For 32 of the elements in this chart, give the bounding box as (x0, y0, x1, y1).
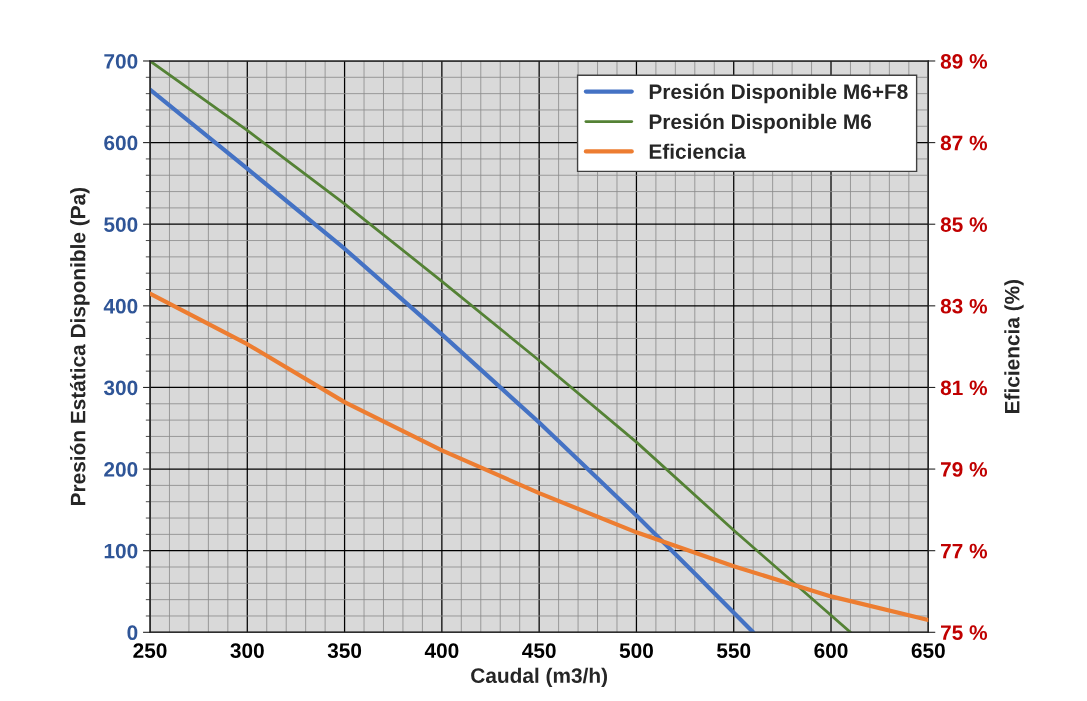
y2-tick-label: 75 % (941, 625, 988, 641)
x-tick-label: 350 (327, 643, 362, 659)
y2-tick-label: 87 % (940, 135, 988, 151)
x-tick-label: 400 (424, 643, 459, 659)
y2-axis-title: Eficiencia (%) (1004, 279, 1024, 413)
line-series (150, 291, 929, 623)
y2-tick-label: 81 % (940, 380, 988, 396)
y2-tick-label: 77 % (941, 543, 988, 559)
y-tick-label: 400 (103, 298, 138, 314)
y-tick-label: 200 (104, 462, 138, 477)
x-tick-label: 650 (911, 643, 945, 659)
x-tick-label: 550 (716, 643, 751, 659)
y2-tick-label: 79 % (941, 462, 988, 477)
x-tick-label: 450 (522, 643, 556, 659)
legend-label: Presión Disponible M6+F8 (649, 83, 908, 104)
y2-tick-label: 83 % (940, 298, 988, 314)
x-axis-title: Caudal (m3/h) (471, 667, 607, 688)
x-tick-label: 500 (619, 643, 653, 659)
y-axis-title: Presión Estática Disponible (Pa) (69, 187, 90, 506)
x-tick-label: 300 (230, 643, 264, 659)
y-tick-label: 500 (104, 217, 138, 232)
y2-tick-label: 89 % (940, 53, 988, 69)
y-tick-label: 700 (104, 53, 138, 69)
y-tick-label: 0 (127, 625, 138, 641)
y-tick-label: 600 (104, 135, 138, 151)
legend-label: Eficiencia (649, 143, 746, 159)
y2-tick-label: 85 % (940, 217, 988, 232)
x-tick-label: 600 (814, 643, 848, 659)
y-tick-label: 300 (103, 380, 138, 396)
legend-label: Presión Disponible M6 (649, 113, 872, 134)
y-tick-label: 100 (104, 543, 138, 559)
x-tick-label: 250 (133, 643, 167, 659)
